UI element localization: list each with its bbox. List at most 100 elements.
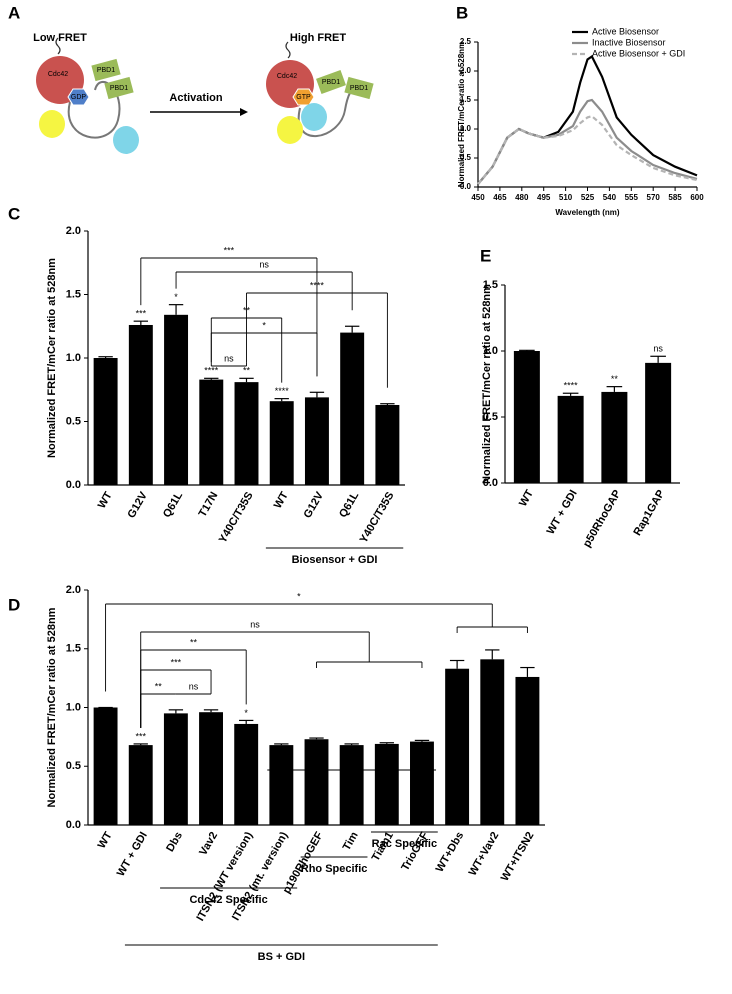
comparison-label: *: [262, 320, 266, 330]
x-tick-label: G12V: [125, 489, 150, 520]
bar: [93, 358, 118, 485]
significance-label: ***: [136, 309, 147, 319]
series-line: [477, 114, 698, 185]
bar: [269, 745, 294, 825]
bar: [234, 723, 259, 825]
bar: [601, 391, 628, 483]
nucleotide: [292, 88, 315, 106]
domain: [344, 76, 374, 100]
x-tick-label: Y40C/T35S: [358, 490, 397, 545]
comparison-label: ****: [345, 757, 360, 767]
comparison-label: *: [297, 591, 301, 601]
x-tick-label: Q61L: [337, 490, 361, 520]
comparison-label: ****: [310, 280, 325, 290]
domain: [91, 58, 121, 82]
x-tick-label: WT+Vav2: [467, 830, 502, 878]
bar: [410, 741, 434, 825]
x-tick-label: Q61L: [161, 490, 185, 520]
domain-label: PBD1: [350, 85, 368, 92]
nucleotide: [67, 88, 90, 106]
linker: [67, 81, 121, 139]
significance-label: ****: [275, 386, 290, 396]
significance-label: *: [174, 292, 178, 302]
fluorophore: [113, 126, 139, 154]
x-tick-label: G12V: [302, 489, 327, 520]
nucleotide-label: GTP: [296, 94, 311, 101]
panel-a: A Low FRET High FRET Cdc42 GDP PBD1 PBD1…: [8, 3, 374, 154]
y-axis-label: Normalized FRET/mCer ratio at 528nm: [481, 284, 493, 484]
x-tick-label: Rap1GAP: [631, 488, 667, 538]
bar: [340, 332, 365, 485]
bar: [304, 397, 329, 485]
domain-label: PBD1: [97, 67, 115, 74]
bar: [234, 382, 259, 485]
protein-label: Cdc42: [277, 73, 297, 80]
x-tick-label: TrioGEF: [399, 830, 431, 873]
comparison-label: ns: [189, 681, 199, 691]
x-tick-label: WT+Dbs: [434, 830, 467, 874]
legend-label: Active Biosensor + GDI: [592, 48, 685, 58]
bar: [480, 659, 505, 825]
domain: [316, 70, 346, 94]
anchor: [55, 37, 61, 55]
nucleotide-label: GDP: [71, 94, 87, 101]
bar: [164, 314, 189, 485]
x-tick-label: 600: [690, 193, 704, 202]
panel-label: D: [8, 595, 20, 614]
y-tick-label: 1.0: [483, 345, 498, 357]
bar: [645, 362, 672, 483]
x-tick-label: WT: [272, 490, 291, 511]
significance-label: **: [611, 374, 619, 384]
legend-label: Inactive Biosensor: [592, 37, 666, 47]
y-tick-label: 2.5: [460, 37, 472, 46]
arrow-label: Activation: [169, 92, 222, 104]
y-tick-label: 1.5: [483, 279, 498, 291]
panel-label: B: [456, 3, 468, 22]
significance-label: ***: [135, 731, 146, 741]
x-tick-label: 495: [537, 193, 551, 202]
x-tick-label: Vav2: [197, 830, 220, 858]
x-tick-label: Dbs: [164, 830, 185, 854]
comparison-label: ns: [250, 619, 260, 629]
fluorophore: [39, 110, 65, 138]
x-tick-label: 525: [581, 193, 595, 202]
y-tick-label: 2.0: [66, 225, 81, 237]
state-title: High FRET: [290, 32, 346, 44]
group-label: Biosensor + GDI: [292, 554, 378, 566]
x-tick-label: p50RhoGAP: [581, 488, 623, 550]
x-tick-label: Y40C/T35S: [217, 490, 256, 545]
group-label: Rho Specific: [301, 863, 368, 875]
y-tick-label: 0.0: [66, 819, 81, 831]
y-axis-label: Normalized FRET/mCer ratio at 528nm: [46, 607, 58, 807]
x-tick-label: WT: [96, 490, 115, 511]
y-tick-label: 2.0: [460, 66, 472, 75]
y-tick-label: 0.5: [66, 760, 81, 772]
domain-label: PBD1: [322, 79, 340, 86]
bar: [513, 351, 540, 483]
x-tick-label: 510: [559, 193, 573, 202]
y-tick-label: 1.5: [66, 288, 81, 300]
bar: [128, 745, 153, 825]
group-label: BS + GDI: [258, 951, 305, 963]
y-axis-label: Normalized FRET/mCer ratio at 528nm: [46, 258, 58, 458]
comparison-label: ns: [224, 353, 234, 363]
bar: [374, 743, 399, 825]
y-tick-label: 0.0: [66, 479, 81, 491]
x-tick-label: 570: [647, 193, 661, 202]
series-line: [477, 54, 698, 185]
x-tick-label: WT: [517, 488, 536, 509]
x-tick-label: 465: [493, 193, 507, 202]
bar: [339, 745, 364, 825]
y-tick-label: 0.5: [460, 153, 472, 162]
bar: [515, 676, 540, 825]
fluorophore: [277, 116, 303, 144]
comparison-label: ***: [171, 657, 182, 667]
group-label: Cdc42 Specific: [189, 894, 267, 906]
x-tick-label: 540: [603, 193, 617, 202]
x-tick-label: WT + GDI: [115, 830, 150, 879]
x-tick-label: Tim: [341, 830, 361, 853]
y-tick-label: 1.0: [460, 124, 472, 133]
